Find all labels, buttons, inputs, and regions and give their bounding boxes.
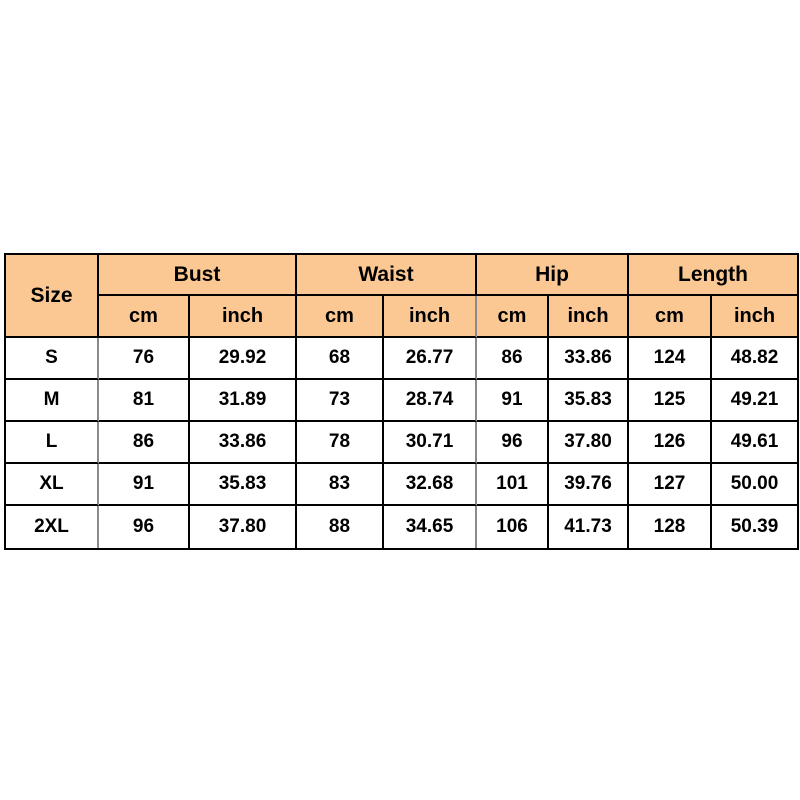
size-row-xl: XL 91 35.83 83 32.68 101 39.76 127 50.00 [6, 464, 797, 506]
group-header-row: Size Bust Waist Hip Length [6, 255, 797, 338]
hip-cm-cell: 106 [477, 506, 549, 548]
hip-cm-cell: 96 [477, 422, 549, 464]
waist-inch-cell: 32.68 [384, 464, 477, 506]
bust-inch-header: inch [190, 296, 297, 338]
length-cm-cell: 125 [629, 380, 712, 422]
bust-inch-cell: 35.83 [190, 464, 297, 506]
waist-inch-cell: 34.65 [384, 506, 477, 548]
waist-inch-cell: 28.74 [384, 380, 477, 422]
length-cm-cell: 126 [629, 422, 712, 464]
size-label-cell: S [6, 338, 99, 380]
size-row-m: M 81 31.89 73 28.74 91 35.83 125 49.21 [6, 380, 797, 422]
length-inch-cell: 50.00 [712, 464, 797, 506]
hip-inch-cell: 33.86 [549, 338, 629, 380]
size-row-s: S 76 29.92 68 26.77 86 33.86 124 48.82 [6, 338, 797, 380]
length-cm-cell: 128 [629, 506, 712, 548]
size-column-header: Size [6, 255, 99, 338]
size-chart-table: Size Bust Waist Hip Length cm inch cm in… [4, 253, 799, 550]
size-label-cell: M [6, 380, 99, 422]
length-cm-cell: 124 [629, 338, 712, 380]
size-label-cell: XL [6, 464, 99, 506]
length-inch-cell: 49.61 [712, 422, 797, 464]
hip-cm-cell: 86 [477, 338, 549, 380]
bust-cm-cell: 76 [99, 338, 190, 380]
hip-group-header: Hip [477, 255, 629, 296]
bust-inch-cell: 33.86 [190, 422, 297, 464]
bust-cm-cell: 91 [99, 464, 190, 506]
hip-inch-header: inch [549, 296, 629, 338]
hip-inch-cell: 37.80 [549, 422, 629, 464]
length-cm-cell: 127 [629, 464, 712, 506]
size-row-l: L 86 33.86 78 30.71 96 37.80 126 49.61 [6, 422, 797, 464]
hip-cm-header: cm [477, 296, 549, 338]
length-inch-cell: 49.21 [712, 380, 797, 422]
bust-cm-cell: 86 [99, 422, 190, 464]
waist-cm-cell: 73 [297, 380, 384, 422]
waist-cm-cell: 83 [297, 464, 384, 506]
size-chart-container: Size Bust Waist Hip Length cm inch cm in… [4, 253, 799, 550]
waist-inch-cell: 26.77 [384, 338, 477, 380]
bust-group-header: Bust [99, 255, 297, 296]
unit-header-row: cm inch cm inch cm inch cm inch [6, 296, 797, 338]
waist-cm-cell: 88 [297, 506, 384, 548]
waist-inch-cell: 30.71 [384, 422, 477, 464]
bust-inch-cell: 31.89 [190, 380, 297, 422]
hip-inch-cell: 39.76 [549, 464, 629, 506]
length-group-header: Length [629, 255, 797, 296]
waist-cm-cell: 68 [297, 338, 384, 380]
hip-inch-cell: 41.73 [549, 506, 629, 548]
waist-cm-cell: 78 [297, 422, 384, 464]
waist-cm-header: cm [297, 296, 384, 338]
length-inch-header: inch [712, 296, 797, 338]
waist-group-header: Waist [297, 255, 477, 296]
waist-inch-header: inch [384, 296, 477, 338]
length-cm-header: cm [629, 296, 712, 338]
size-label-cell: L [6, 422, 99, 464]
bust-inch-cell: 29.92 [190, 338, 297, 380]
bust-cm-cell: 81 [99, 380, 190, 422]
hip-cm-cell: 101 [477, 464, 549, 506]
hip-cm-cell: 91 [477, 380, 549, 422]
bust-cm-header: cm [99, 296, 190, 338]
size-label-cell: 2XL [6, 506, 99, 548]
bust-cm-cell: 96 [99, 506, 190, 548]
size-row-2xl: 2XL 96 37.80 88 34.65 106 41.73 128 50.3… [6, 506, 797, 548]
length-inch-cell: 48.82 [712, 338, 797, 380]
bust-inch-cell: 37.80 [190, 506, 297, 548]
length-inch-cell: 50.39 [712, 506, 797, 548]
hip-inch-cell: 35.83 [549, 380, 629, 422]
